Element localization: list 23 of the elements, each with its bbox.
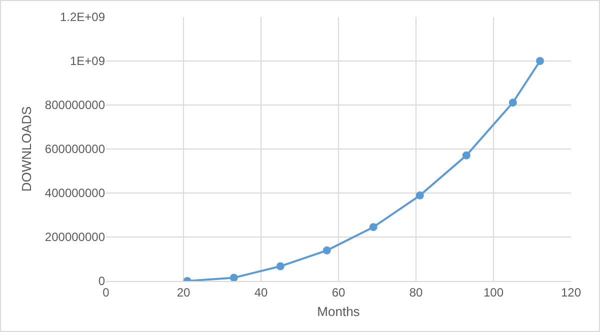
y-tick-label: 200000000 [44,230,106,244]
x-tick-label: 80 [409,285,423,300]
y-tick-label: 1.2E+09 [60,10,106,24]
point [462,151,470,160]
x-axis-title: Months [317,304,360,319]
y-tick-label: 600000000 [44,142,106,156]
point [369,223,378,232]
y-tick-label: 400000000 [44,186,106,200]
y-tick-label: 0 [98,274,106,288]
x-tick-label: 100 [483,285,504,300]
point [536,57,544,65]
y-tick-label: 800000000 [44,98,106,112]
x-tick-label: 120 [560,285,582,300]
x-tick-label: 40 [254,285,268,300]
point [230,274,238,281]
y-axis-title: DOWNLOADS [18,106,34,192]
point [322,246,331,254]
x-tick-label: 20 [176,285,190,300]
y-tick-label: 1E+09 [70,54,106,68]
point [416,191,424,200]
point [508,98,517,107]
point [276,262,284,270]
x-tick-label: 60 [332,285,346,300]
